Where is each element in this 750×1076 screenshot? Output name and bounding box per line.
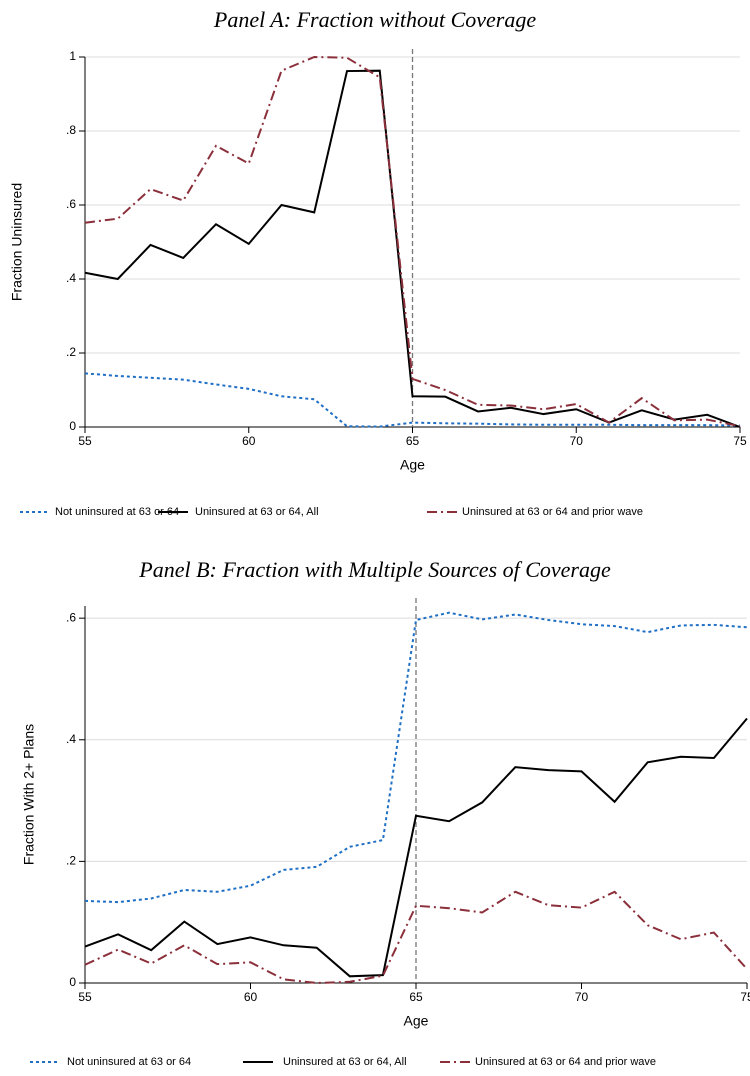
x-tick-label: 70 — [575, 990, 589, 1004]
x-tick-label: 60 — [244, 990, 258, 1004]
chart-title: Panel A: Fraction without Coverage — [213, 7, 536, 32]
legend-label: Uninsured at 63 or 64, All — [283, 1056, 407, 1068]
legend-label: Uninsured at 63 or 64 and prior wave — [462, 506, 643, 518]
x-tick-label: 55 — [78, 990, 92, 1004]
x-tick-label: 75 — [740, 990, 750, 1004]
series-line — [84, 372, 741, 428]
x-tick-label: 75 — [733, 434, 747, 448]
x-tick-label: 70 — [570, 434, 584, 448]
x-tick-label: 55 — [78, 434, 92, 448]
y-axis-label: Fraction Uninsured — [9, 183, 25, 301]
x-tick-label: 65 — [409, 990, 423, 1004]
legend-label: Not uninsured at 63 or 64 — [67, 1056, 191, 1068]
y-axis-label: Fraction With 2+ Plans — [21, 724, 37, 865]
y-tick-label: 0 — [69, 975, 76, 989]
series-line — [84, 890, 748, 985]
legend-label: Not uninsured at 63 or 64 — [55, 506, 179, 518]
y-tick-label: .6 — [66, 610, 76, 624]
y-tick-label: 1 — [69, 49, 76, 63]
y-tick-label: .4 — [66, 271, 76, 285]
y-tick-label: .2 — [66, 854, 76, 868]
x-axis-label: Age — [400, 457, 425, 473]
series-line — [84, 717, 748, 978]
y-tick-label: .6 — [66, 197, 76, 211]
y-tick-label: .8 — [66, 123, 76, 137]
series-line — [84, 55, 741, 428]
series-line — [84, 69, 741, 428]
x-axis-label: Age — [404, 1013, 429, 1029]
legend-label: Uninsured at 63 or 64, All — [195, 506, 319, 518]
y-tick-label: .4 — [66, 732, 76, 746]
chart-title: Panel B: Fraction with Multiple Sources … — [138, 557, 611, 582]
legend-label: Uninsured at 63 or 64 and prior wave — [475, 1056, 656, 1068]
y-tick-label: .2 — [66, 345, 76, 359]
x-tick-label: 60 — [242, 434, 256, 448]
y-tick-label: 0 — [69, 419, 76, 433]
x-tick-label: 65 — [406, 434, 420, 448]
series-line — [84, 611, 748, 904]
